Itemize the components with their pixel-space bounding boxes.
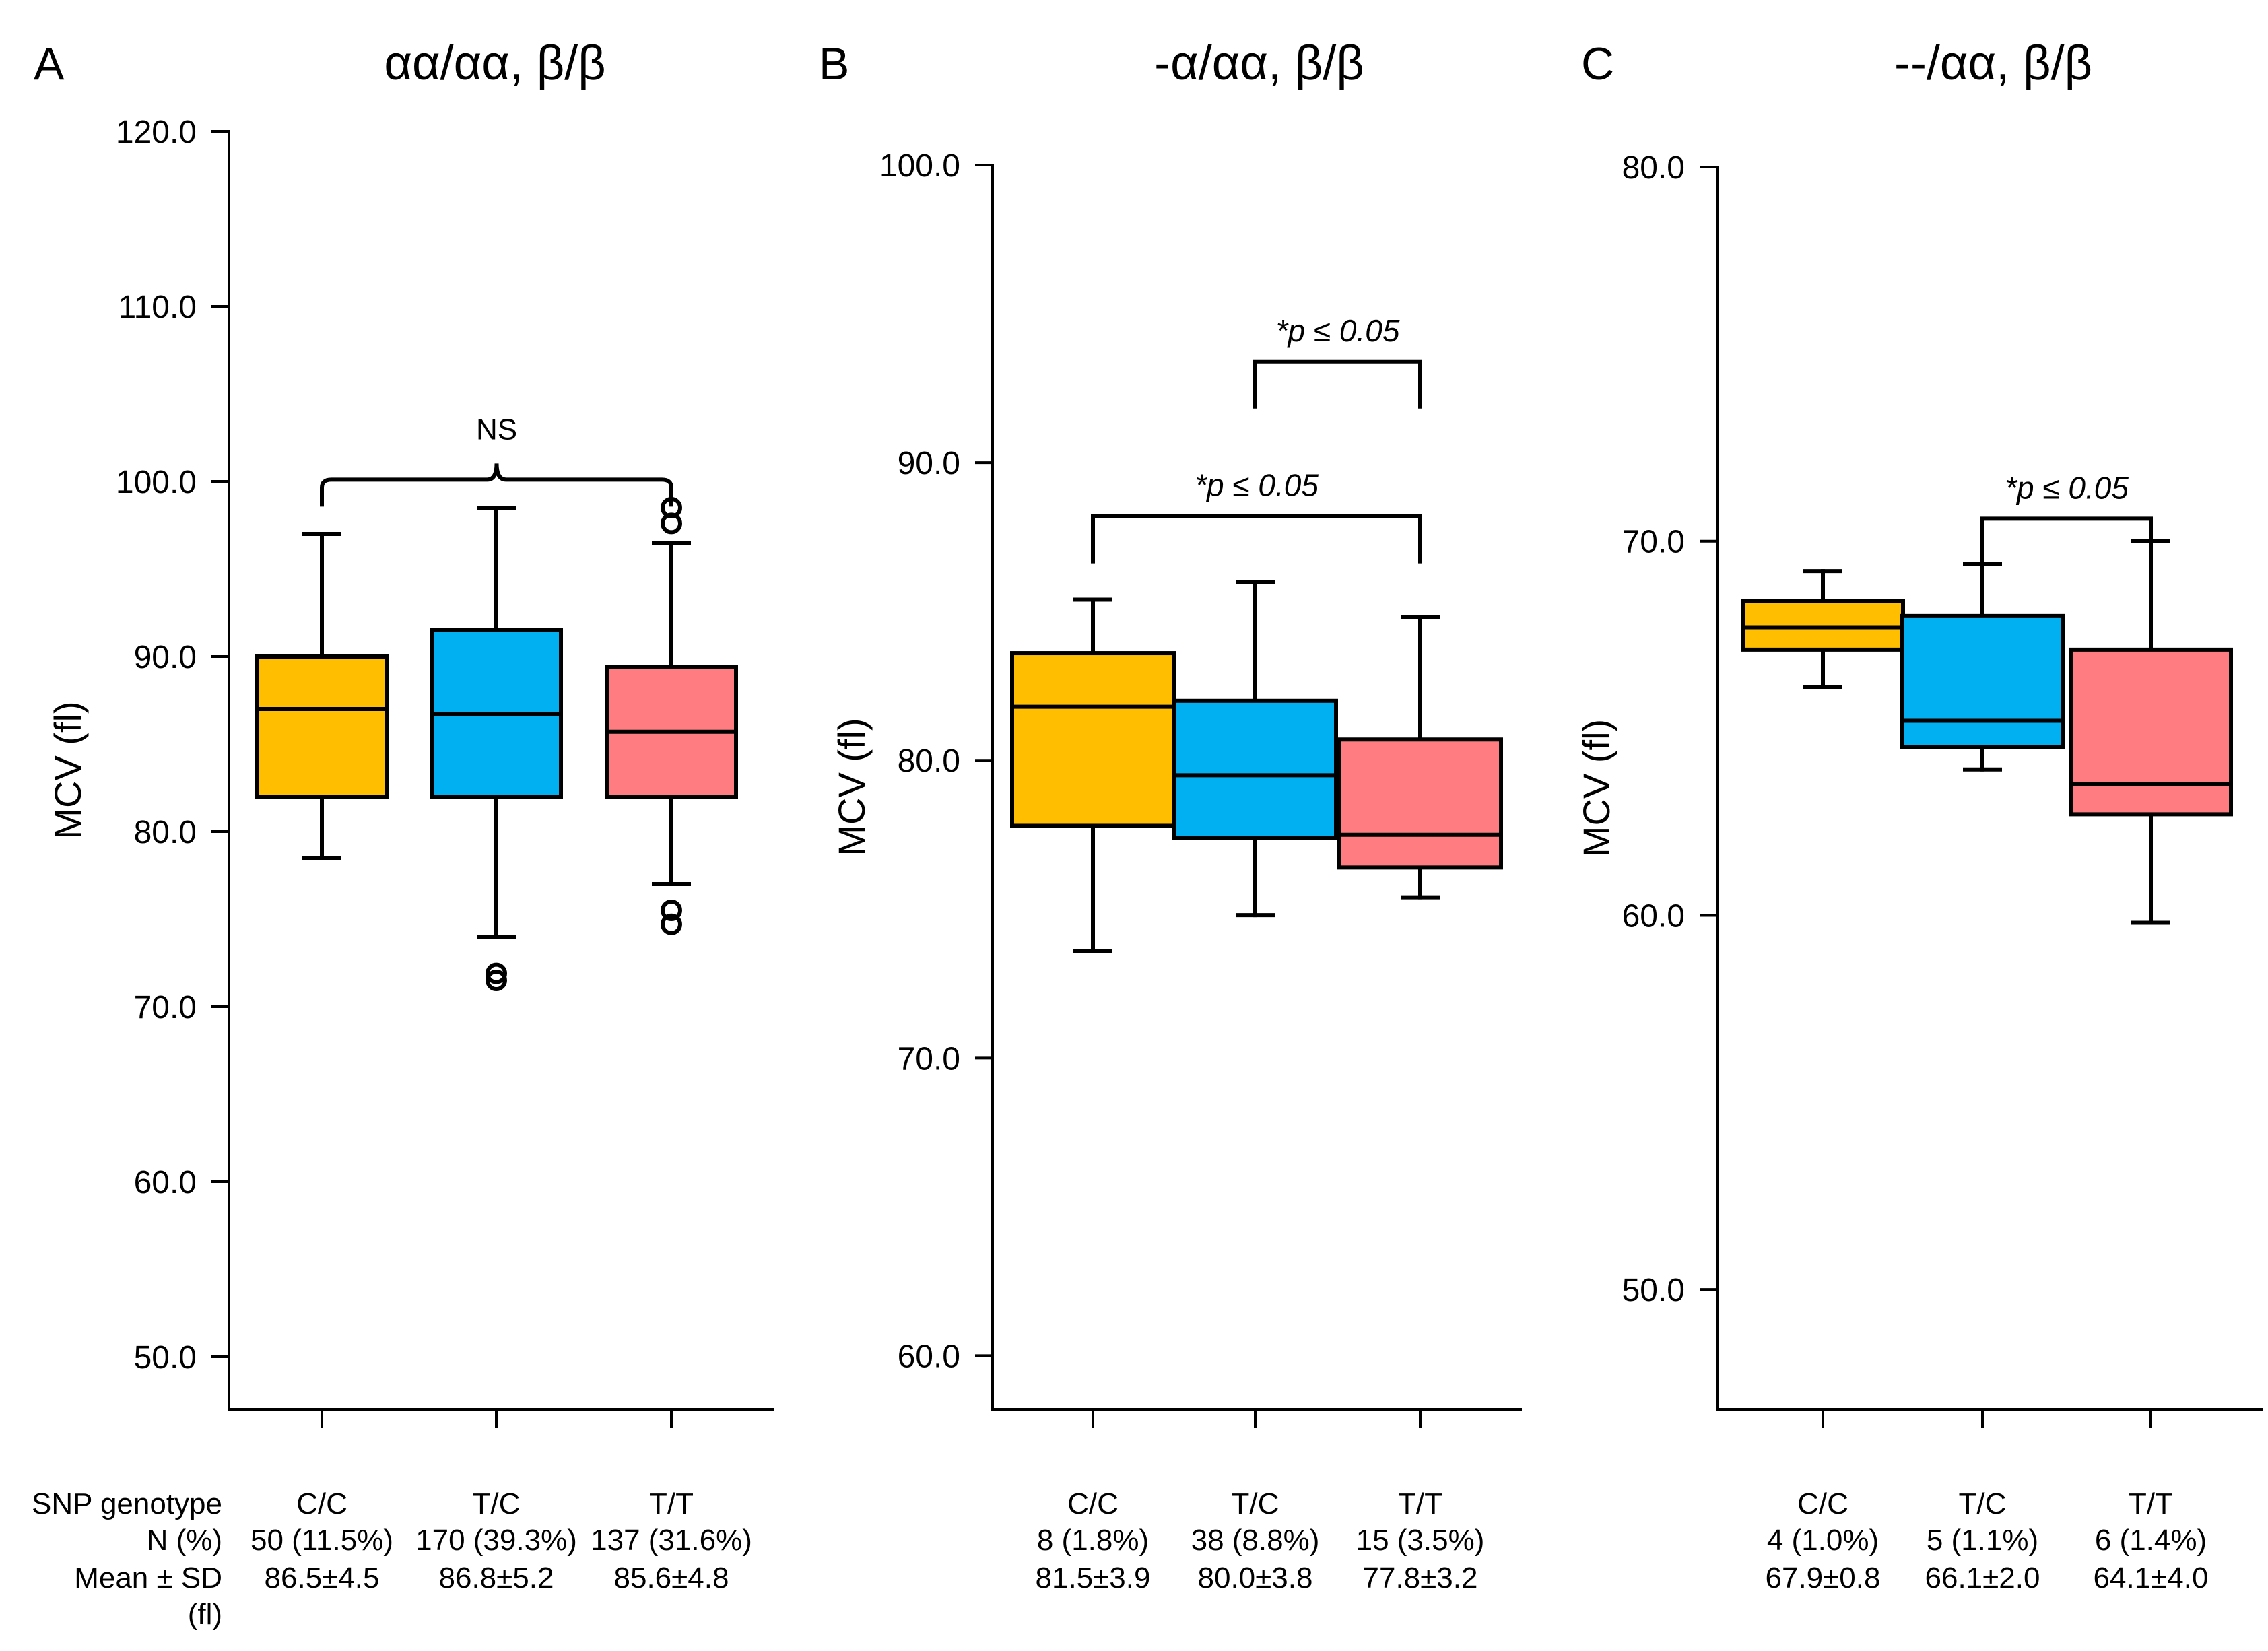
mean-sd-label: 86.5±4.5: [265, 1561, 380, 1594]
count-label: 8 (1.8%): [1037, 1524, 1149, 1557]
panel-letter: B: [819, 38, 849, 90]
bracket-path: [1980, 516, 2153, 566]
bracket-label: *p ≤ 0.05: [2005, 470, 2129, 505]
count-label: 4 (1.0%): [1767, 1524, 1879, 1557]
y-tick-label: 50.0: [1622, 1273, 1685, 1308]
mean-sd-label: 85.6±4.8: [614, 1561, 729, 1594]
box-c-c: C/C 50 (11.5%) 86.5±4.5: [251, 532, 393, 1594]
y-tick-label: 80.0: [134, 815, 197, 850]
y-tick-label: 60.0: [898, 1339, 960, 1374]
brace-path: [320, 463, 673, 507]
outlier-point: [486, 970, 507, 991]
count-label: 6 (1.4%): [2095, 1524, 2207, 1557]
row-label: (fl): [188, 1598, 222, 1631]
count-label: 5 (1.1%): [1927, 1524, 2038, 1557]
x-category-label: C/C: [1067, 1487, 1119, 1520]
iqr-box: [255, 654, 389, 799]
box-t-t: T/T 15 (3.5%) 77.8±3.2: [1337, 615, 1503, 1594]
panel-c: C --/αα, β/β MCV (fl) 50.0 60.0 70.0 80.0 C/C 4 …: [1575, 36, 2263, 1594]
panel-b: B -α/αα, β/β MCV (fl) 60.0 70.0 80.0 90.0 100.0…: [819, 36, 1522, 1594]
box-c-c: C/C 4 (1.0%) 67.9±0.8: [1741, 569, 1905, 1594]
count-label: 38 (8.8%): [1191, 1524, 1320, 1557]
significance-bracket: NS: [320, 413, 673, 507]
bracket-label: *p ≤ 0.05: [1195, 468, 1319, 503]
box-t-c: T/C 38 (8.8%) 80.0±3.8: [1172, 579, 1338, 1594]
panel-title: --/αα, β/β: [1894, 36, 2092, 90]
y-tick-label: 90.0: [898, 446, 960, 481]
row-label: SNP genotype: [32, 1487, 222, 1520]
count-label: 170 (39.3%): [415, 1524, 577, 1557]
y-tick-label: 70.0: [134, 990, 197, 1025]
y-tick-label: 70.0: [898, 1041, 960, 1077]
panel-title: -α/αα, β/β: [1154, 36, 1364, 90]
significance-bracket: *p ≤ 0.05: [1253, 313, 1422, 409]
x-category-label: T/T: [1398, 1487, 1442, 1520]
mean-sd-label: 77.8±3.2: [1363, 1561, 1478, 1594]
x-category-label: T/T: [649, 1487, 694, 1520]
panel-letter: C: [1581, 38, 1614, 90]
y-tick-label: 100.0: [116, 465, 197, 500]
y-tick-label: 60.0: [1622, 898, 1685, 934]
row-label: N (%): [147, 1524, 222, 1557]
bracket-path: [1253, 359, 1422, 409]
y-axis-label: MCV (fl): [1575, 719, 1617, 857]
y-tick-label: 80.0: [898, 743, 960, 779]
iqr-box: [1172, 698, 1338, 840]
iqr-box: [1010, 651, 1176, 828]
iqr-box: [1337, 737, 1503, 870]
iqr-box: [2069, 647, 2233, 817]
outlier-point: [661, 913, 682, 935]
significance-bracket: *p ≤ 0.05: [1091, 468, 1422, 564]
box-t-t: T/T 6 (1.4%) 64.1±4.0: [2069, 539, 2233, 1594]
row-label: Mean ± SD: [74, 1561, 222, 1594]
bracket-label: NS: [476, 413, 517, 446]
y-axis-label: MCV (fl): [830, 718, 873, 856]
mean-sd-label: 86.8±5.2: [439, 1561, 554, 1594]
x-category-label: T/C: [473, 1487, 521, 1520]
box-t-c: T/C 5 (1.1%) 66.1±2.0: [1900, 562, 2065, 1594]
count-label: 50 (11.5%): [251, 1524, 393, 1557]
outlier-point: [486, 962, 507, 984]
count-label: 15 (3.5%): [1356, 1524, 1485, 1557]
bracket-label: *p ≤ 0.05: [1276, 313, 1400, 348]
panel-title: αα/αα, β/β: [384, 36, 605, 90]
iqr-box: [1900, 613, 2065, 749]
x-category-label: T/C: [1959, 1487, 2007, 1520]
x-category-label: T/T: [2129, 1487, 2173, 1520]
box-t-t: T/T 137 (31.6%) 85.6±4.8: [591, 497, 752, 1594]
mean-sd-label: 80.0±3.8: [1198, 1561, 1313, 1594]
mean-sd-label: 64.1±4.0: [2094, 1561, 2209, 1594]
y-tick-label: 90.0: [134, 640, 197, 675]
outlier-point: [661, 900, 682, 921]
count-label: 137 (31.6%): [591, 1524, 752, 1557]
x-category-label: C/C: [296, 1487, 347, 1520]
y-tick-label: 120.0: [116, 114, 197, 150]
x-category-label: T/C: [1232, 1487, 1279, 1520]
outlier-point: [661, 512, 682, 535]
y-tick-label: 50.0: [134, 1340, 197, 1376]
bracket-path: [1091, 514, 1422, 564]
mean-sd-label: 66.1±2.0: [1925, 1561, 2040, 1594]
y-axis-label: MCV (fl): [46, 701, 89, 839]
y-tick-label: 80.0: [1622, 150, 1685, 186]
mean-sd-label: 81.5±3.9: [1036, 1561, 1151, 1594]
y-tick-label: 110.0: [118, 290, 197, 325]
box-t-c: T/C 170 (39.3%) 86.8±5.2: [415, 506, 577, 1594]
x-category-label: C/C: [1797, 1487, 1848, 1520]
y-tick-label: 60.0: [134, 1165, 197, 1201]
significance-bracket: *p ≤ 0.05: [1980, 470, 2153, 566]
y-tick-label: 100.0: [879, 148, 960, 184]
box-c-c: C/C 8 (1.8%) 81.5±3.9: [1010, 597, 1176, 1594]
y-tick-label: 70.0: [1622, 525, 1685, 560]
panel-letter: A: [34, 38, 65, 90]
row-labels: SNP genotype N (%) Mean ± SD (fl): [32, 1487, 222, 1631]
mean-sd-label: 67.9±0.8: [1766, 1561, 1881, 1594]
